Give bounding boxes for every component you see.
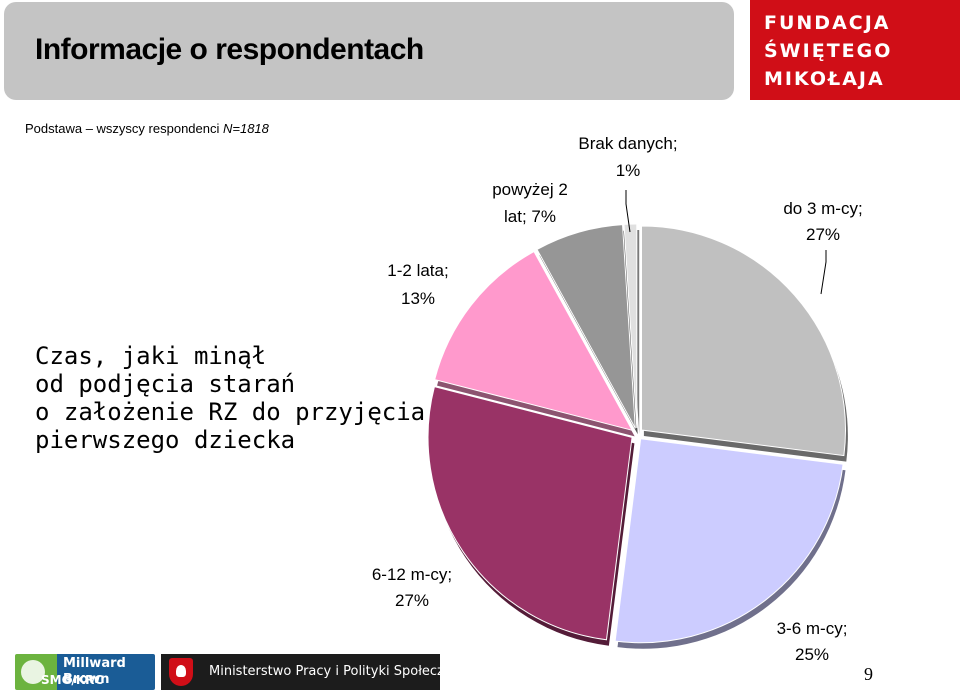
millward-brown-name: Millward Brown: [63, 656, 126, 687]
slice-label-1-line-2: 25%: [795, 645, 829, 664]
pie-slice-4: [536, 224, 636, 429]
pie-slice-1: [614, 438, 844, 644]
pie-slice-0: [641, 225, 846, 457]
logo-line-2: ŚWIĘTEGO: [764, 40, 893, 62]
millward-brown-mark-icon: [21, 660, 45, 684]
slice-label-4-line-2: lat; 7%: [504, 207, 556, 226]
slice-label-2-line-1: 6-12 m-cy;: [372, 565, 452, 584]
pie-slice-3: [434, 250, 634, 432]
slice-label-1-line-1: 3-6 m-cy;: [777, 619, 848, 638]
fundacja-logo: FUNDACJA ŚWIĘTEGO MIKOŁAJA: [750, 0, 960, 100]
slice-label-3-line-1: 1-2 lata;: [387, 261, 448, 280]
page-number: 9: [864, 664, 873, 684]
pie-slice-5: [623, 223, 638, 429]
slice-label-5-line-2: 1%: [616, 161, 641, 180]
header-bar: [4, 2, 734, 100]
millward-brown-sub: SMG/KRC: [41, 673, 104, 687]
slice-label-2-line-2: 27%: [395, 591, 429, 610]
logo-line-1: FUNDACJA: [764, 12, 891, 34]
millward-brown-logo: Millward Brown SMG/KRC: [15, 654, 155, 690]
slice-label-0-line-2: 27%: [806, 225, 840, 244]
question-text: Czas, jaki minął od podjęcia starań o za…: [35, 342, 426, 454]
slice-label-4-line-1: powyżej 2: [492, 180, 568, 199]
slice-label-5-line-1: Brak danych;: [578, 134, 677, 153]
sample-size: N=1818: [222, 121, 269, 136]
leader-line-0: [820, 250, 827, 295]
base-info: Podstawa – wszyscy respondenci N=1818: [25, 121, 269, 136]
ministry-name: Ministerstwo Pracy i Polityki Społecznej: [209, 664, 464, 679]
logo-line-3: MIKOŁAJA: [764, 68, 885, 90]
eagle-emblem-icon: [169, 658, 193, 686]
pie-slice-2: [427, 386, 633, 641]
page-title: Informacje o respondentach: [35, 33, 424, 66]
slice-label-0-line-1: do 3 m-cy;: [783, 199, 862, 218]
ministry-logo: Ministerstwo Pracy i Polityki Społecznej: [161, 654, 464, 690]
base-text: Podstawa – wszyscy respondenci: [25, 121, 223, 136]
leader-line-5: [625, 190, 631, 233]
slice-label-3-line-2: 13%: [401, 289, 435, 308]
